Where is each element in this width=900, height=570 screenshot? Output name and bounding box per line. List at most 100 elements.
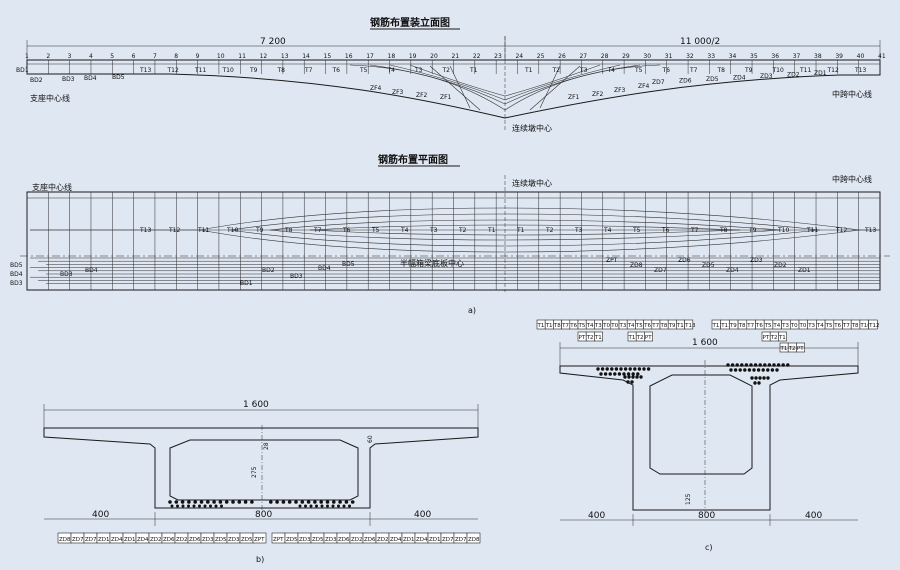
plan-tendon-label: T11 [197,227,209,234]
tag-label: T8 [660,323,668,329]
tag-label: T9 [729,323,737,329]
tendon-dot [331,504,335,508]
plan-tendon-label: T13 [139,227,151,234]
elev-zd-label: ZD5 [706,76,719,83]
tag-label: T4 [627,323,635,329]
tendon-dot [776,363,781,367]
tag-label: ZD7 [72,537,84,543]
plan-bd-label: BD1 [240,280,253,287]
station-number: 27 [579,53,587,60]
tendon-dot [325,500,330,504]
tendon-dot [350,500,355,504]
tendon-dot [772,363,776,367]
tag-label: T6 [755,323,763,329]
tag-label: T1 [628,335,636,341]
dim-left-span: 7 200 [260,37,286,47]
tag-label: ZD3 [325,537,337,543]
section-b: 1 600 28 275 60 400 800 400 ZD8 ZD7 ZD7 ZD1… [43,400,481,564]
tag-label: T2 [788,346,796,352]
plan-tendon-label: T10 [777,227,789,234]
tag-label: T6 [569,323,577,329]
tendon-dot [181,504,185,508]
b-dim-right: 400 [414,510,431,520]
plan-tendon-label: T9 [748,227,757,234]
tag-label: T0 [799,323,807,329]
station-number: 8 [174,53,178,60]
tendon-dot [753,381,757,385]
plan-tendon-label: T13 [864,227,876,234]
station-number: 15 [324,53,332,60]
tag-label: T13 [684,323,696,329]
tendon-dot [622,372,626,376]
plan-tendon-label: T7 [690,227,699,234]
tag-label: ZD7 [455,537,467,543]
elev-zd-label: ZD1 [814,70,827,77]
tendon-dot [623,367,628,371]
tendon-dot [344,500,349,504]
tendon-dot [231,500,235,504]
station-number: 18 [388,53,396,60]
plan-zd-label: ZD2 [774,262,787,269]
station-number: 14 [302,53,310,60]
tag-label: ZD2 [176,537,188,543]
tendon-dot [320,504,324,508]
plan-pier-center-label: 连续墩中心 [512,178,552,188]
station-number: 20 [430,53,438,60]
tag-label: T2 [636,335,644,341]
station-number: 38 [814,53,822,60]
plan-tendon-label: T6 [661,227,670,234]
tendon-dot [614,367,619,371]
station-number: 6 [132,53,136,60]
tag-label: T5 [764,323,772,329]
elev-tendon-label: T13 [139,67,151,74]
tag-label: ZPT [273,537,284,543]
plan-tendon-label: T3 [574,227,583,234]
tag-label: T0 [790,323,798,329]
tag-label: ZD3 [202,537,214,543]
tendon-dot [319,500,324,504]
tendon-dot [180,500,185,504]
tendon-dot [781,363,785,367]
elev-tendon-label: T6 [332,67,341,74]
plan-bd-label: BD4 [318,265,331,272]
tendon-dot [758,363,762,367]
tag-box [644,331,653,342]
tendon-dot [761,368,765,372]
tendon-dot [738,368,742,372]
tendon-dot [757,381,761,385]
tendon-dot [743,368,747,372]
tag-label: T12 [537,323,548,329]
tendon-dot [198,504,201,508]
tag-label: T5 [635,323,643,329]
tendon-dot [628,367,632,371]
station-number: 28 [601,53,609,60]
zf-label: ZF2 [592,91,604,98]
tag-label: ZD4 [416,537,428,543]
tag-label: T2 [586,335,594,341]
tag-label: T11 [676,323,687,329]
tendon-dot [294,500,298,504]
tag-label: T1 [594,335,602,341]
tag-label: ZD6 [189,537,201,543]
zf-label: ZF3 [614,87,626,94]
zf-label: ZF4 [370,85,382,92]
plan-bd-label: BD4 [10,271,23,278]
tag-label: T3 [594,323,602,329]
station-number: 24 [515,53,523,60]
tendon-dot [786,363,790,367]
plan-title: 钢筋布置平面图 [378,153,448,166]
elev-tendon-label: T1 [524,67,533,74]
tag-label: ZD4 [111,537,123,543]
tendon-dot [610,367,614,371]
elev-tendon-label: T2 [552,67,561,74]
tag-label: PT [797,346,804,352]
plan-tendon-label: T5 [632,227,641,234]
tendon-dot [313,500,317,504]
elevation-tendon-curves [349,64,661,111]
tag-label: T2 [770,335,778,341]
plan-tendon-label: T3 [429,227,438,234]
tag-box [796,342,805,353]
tag-label: T9 [668,323,676,329]
c-box-cell-outline [649,374,753,475]
